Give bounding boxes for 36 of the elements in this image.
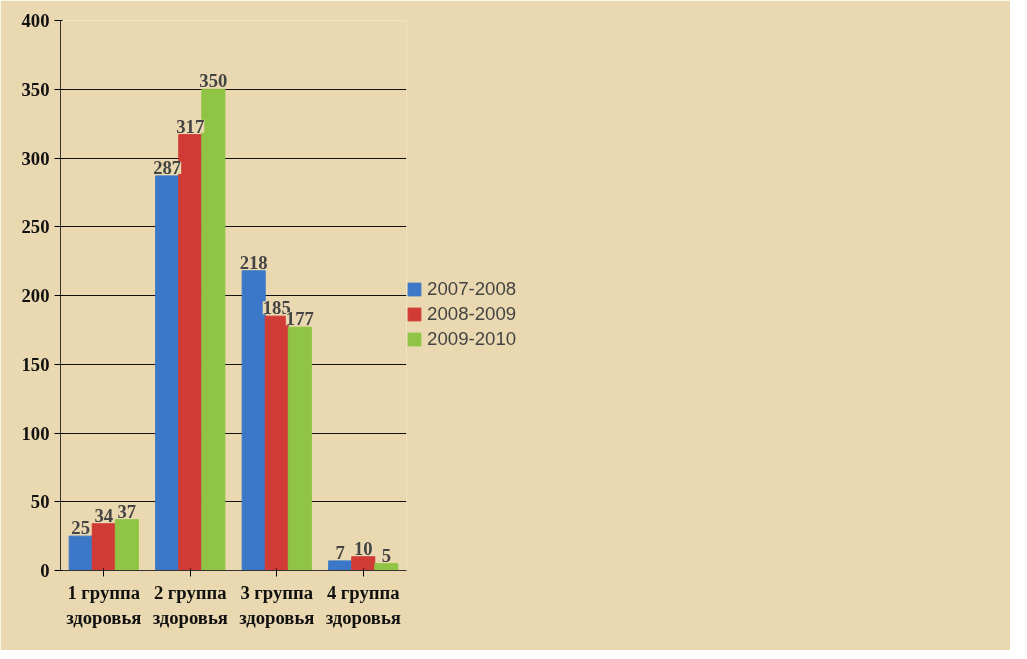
y-tick-label: 250 [21, 216, 50, 238]
bar [374, 563, 399, 571]
data-label: 317 [176, 115, 205, 137]
data-label: 10 [353, 537, 373, 559]
bar [287, 326, 312, 571]
y-tick-label: 200 [21, 285, 50, 306]
y-tick-label: 0 [40, 560, 50, 581]
y-tick-label: 300 [21, 147, 50, 169]
data-label: 218 [239, 251, 268, 273]
data-label: 287 [153, 156, 182, 178]
legend-label: 2009-2010 [427, 328, 517, 350]
bar [68, 535, 93, 571]
bar [91, 523, 116, 571]
bar [155, 175, 180, 571]
y-tick-label: 350 [21, 78, 50, 100]
data-label: 34 [94, 504, 114, 526]
bar [241, 270, 266, 571]
legend-label: 2007-2008 [427, 278, 517, 300]
data-label: 7 [335, 541, 345, 563]
y-tick-label: 50 [30, 491, 50, 513]
data-label: 37 [117, 500, 137, 522]
x-tick-label: 4 группа здоровья [325, 581, 401, 628]
data-label: 350 [199, 70, 228, 92]
bar [351, 556, 376, 571]
y-tick-label: 100 [21, 422, 50, 444]
x-tick-label: 3 группа здоровья [239, 581, 315, 628]
bar [114, 519, 139, 571]
legend-label: 2008-2009 [427, 303, 517, 325]
y-tick-label: 150 [21, 353, 50, 375]
x-tick-label: 2 группа здоровья [152, 581, 228, 628]
bar [328, 560, 353, 571]
x-tick-label: 1 группа здоровья [66, 581, 142, 628]
bar [264, 315, 289, 571]
data-label: 25 [71, 517, 91, 539]
data-label: 5 [381, 544, 391, 566]
y-tick-label: 400 [21, 10, 50, 31]
